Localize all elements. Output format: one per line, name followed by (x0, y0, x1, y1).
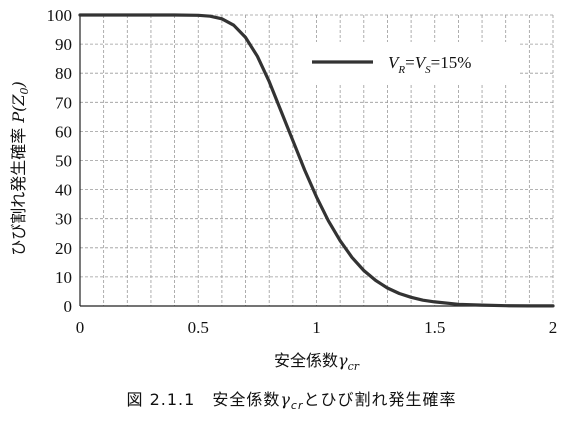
x-axis-label-text: 安全係数 (274, 351, 338, 370)
y-axis-label-arg: Z (9, 94, 28, 107)
x-tick-label: 0 (76, 318, 85, 337)
y-tick-label: 80 (55, 64, 72, 83)
caption-suffix: とひび割れ発生確率 (303, 390, 457, 409)
y-tick-label: 20 (55, 239, 72, 258)
legend-var: V (415, 53, 428, 72)
legend-sub: R (397, 64, 405, 76)
caption-variable-subscript: cr (290, 399, 304, 413)
y-tick-label: 30 (55, 210, 72, 229)
y-tick-label: 40 (55, 181, 72, 200)
x-tick-label: 0.5 (188, 318, 209, 337)
series-line (78, 13, 555, 308)
y-tick-label: 100 (47, 6, 73, 25)
x-tick-label: 1.5 (424, 318, 445, 337)
x-tick-label: 1 (312, 318, 321, 337)
y-tick-label: 70 (55, 93, 72, 112)
y-axis-label: ひび割れ発生確率 P(Z0) (9, 81, 31, 255)
y-tick-label: 90 (55, 35, 72, 54)
y-axis-label-close: ) (9, 81, 28, 88)
caption-variable: γ (280, 390, 291, 409)
y-tick-label: 50 (55, 152, 72, 171)
y-tick-label: 0 (64, 297, 73, 316)
legend-value: =15% (431, 53, 472, 72)
y-axis-label-var: P( (9, 105, 28, 128)
y-tick-label: 10 (55, 268, 72, 287)
figure-caption: 図 2.1.1 安全係数γcrとひび割れ発生確率 (0, 386, 583, 412)
y-tick-label: 60 (55, 122, 72, 141)
legend-label: VR=VS=15% (388, 53, 471, 76)
x-tick-label: 2 (549, 318, 558, 337)
grid (79, 14, 554, 307)
x-axis-label: 安全係数γcr (274, 351, 360, 373)
caption-prefix: 図 2.1.1 安全係数 (126, 390, 281, 409)
x-axis-label-var: γ (338, 351, 348, 370)
x-axis-label-sub: cr (348, 360, 360, 373)
legend-var: V (388, 53, 401, 72)
y-axis-label-arg-sub: 0 (18, 88, 31, 95)
legend-eq: = (405, 53, 415, 72)
legend: VR=VS=15% (300, 42, 520, 84)
y-axis-label-text: ひび割れ発生確率 (9, 128, 28, 256)
legend-sub: S (425, 64, 431, 76)
